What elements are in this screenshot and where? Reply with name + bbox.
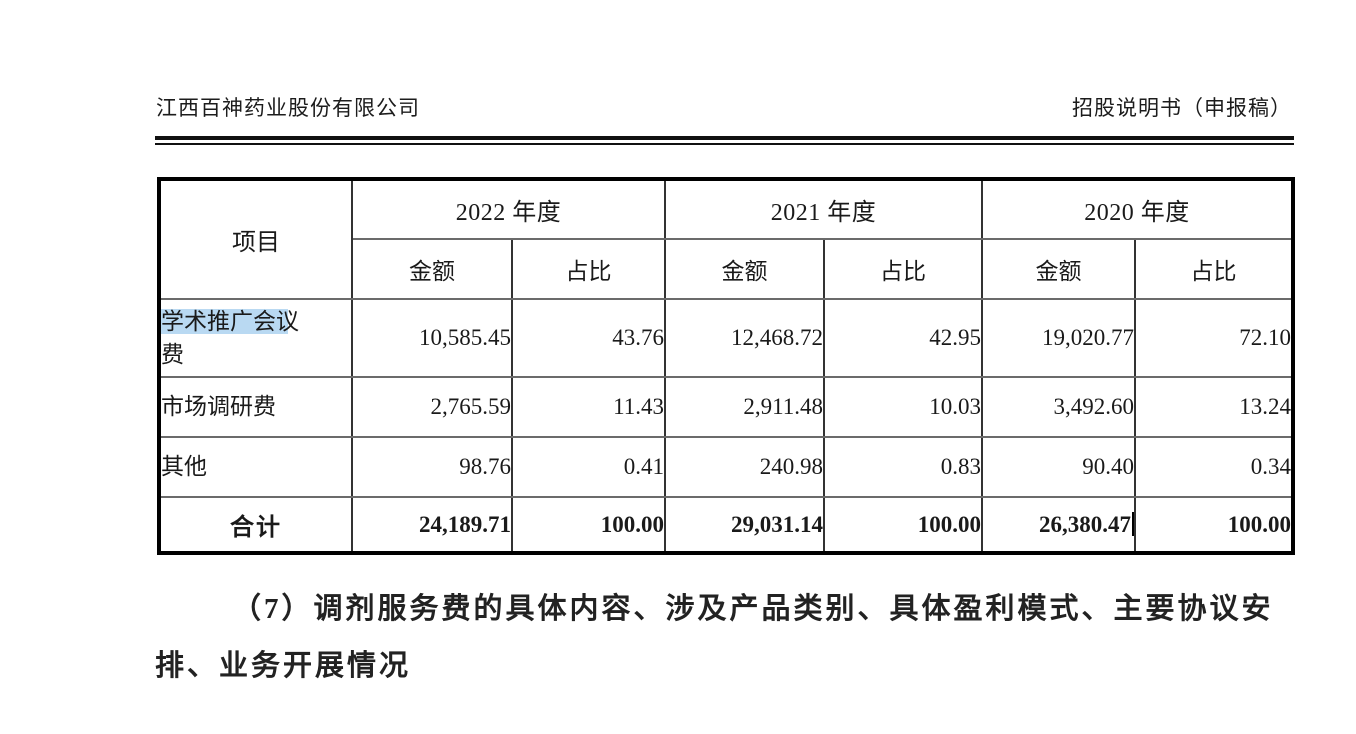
cell-value[interactable]: 11.43 <box>511 376 666 438</box>
cell-value[interactable]: 2,765.59 <box>351 376 513 438</box>
cell-value[interactable]: 100.00 <box>511 496 666 554</box>
sub-header-ratio-2022[interactable]: 占比 <box>511 238 666 300</box>
row-label-total[interactable]: 合计 <box>158 496 353 554</box>
cell-value[interactable]: 29,031.14 <box>664 496 825 554</box>
header-rule <box>155 136 1294 145</box>
sub-header-amount-2020[interactable]: 金额 <box>981 238 1136 300</box>
sub-header-amount-2021[interactable]: 金额 <box>664 238 825 300</box>
col-header-2020[interactable]: 2020 年度 <box>981 178 1294 240</box>
text-cursor <box>1132 511 1133 536</box>
cell-value[interactable]: 12,468.72 <box>664 298 825 378</box>
cell-value[interactable]: 0.34 <box>1134 436 1294 498</box>
cell-value-with-caret[interactable]: 26,380.47 <box>981 496 1136 554</box>
table-row: 其他 98.76 0.41 240.98 0.83 90.40 0.34 <box>158 436 1294 498</box>
cell-value[interactable]: 0.83 <box>823 436 983 498</box>
col-header-2021[interactable]: 2021 年度 <box>664 178 983 240</box>
cell-value[interactable]: 100.00 <box>1134 496 1294 554</box>
cell-value[interactable]: 98.76 <box>351 436 513 498</box>
col-header-2022[interactable]: 2022 年度 <box>351 178 666 240</box>
row-label-other[interactable]: 其他 <box>158 436 353 498</box>
section-heading[interactable]: （7）调剂服务费的具体内容、涉及产品类别、具体盈利模式、主要协议安 排、业务开展… <box>155 581 1305 695</box>
cell-value[interactable]: 0.41 <box>511 436 666 498</box>
table-row: 学术推广会议 费 10,585.45 43.76 12,468.72 42.95… <box>158 298 1294 378</box>
cell-value[interactable]: 240.98 <box>664 436 825 498</box>
table-header-row-sub: 金额 占比 金额 占比 金额 占比 <box>159 238 1294 300</box>
row-label-academic-promotion[interactable]: 学术推广会议 费 <box>158 298 353 378</box>
sub-header-amount-2022[interactable]: 金额 <box>351 238 513 300</box>
cell-value[interactable]: 43.76 <box>511 298 666 378</box>
company-name: 江西百神药业股份有限公司 <box>156 96 420 120</box>
cell-value[interactable]: 19,020.77 <box>981 298 1136 378</box>
row-label-wrap[interactable]: 费 <box>161 342 184 367</box>
cell-value[interactable]: 10,585.45 <box>351 298 513 378</box>
row-label-market-research[interactable]: 市场调研费 <box>158 376 353 438</box>
table-row: 市场调研费 2,765.59 11.43 2,911.48 10.03 3,49… <box>158 376 1294 438</box>
cell-value: 26,380.47 <box>1039 511 1131 537</box>
cell-value[interactable]: 72.10 <box>1134 298 1294 378</box>
heading-line-2: 排、业务开展情况 <box>155 650 412 682</box>
selected-text[interactable]: 学术推广会议 <box>161 308 299 334</box>
expense-table: 项目 2022 年度 2021 年度 2020 年度 金额 占比 金额 占比 金… <box>157 177 1295 555</box>
cell-value[interactable]: 2,911.48 <box>664 376 825 438</box>
col-header-item[interactable]: 项目 <box>158 178 353 300</box>
cell-value[interactable]: 3,492.60 <box>981 376 1136 438</box>
sub-header-ratio-2020[interactable]: 占比 <box>1134 238 1294 300</box>
table-header-row-years: 项目 2022 年度 2021 年度 2020 年度 <box>158 178 1294 300</box>
table-row-total: 合计 24,189.71 100.00 29,031.14 100.00 26,… <box>158 496 1294 554</box>
cell-value[interactable]: 13.24 <box>1134 376 1294 438</box>
running-head: 江西百神药业股份有限公司 招股说明书（申报稿） <box>156 92 1292 122</box>
doc-type: 招股说明书（申报稿） <box>1072 96 1292 120</box>
cell-value[interactable]: 10.03 <box>823 376 983 438</box>
heading-line-1: （7）调剂服务费的具体内容、涉及产品类别、具体盈利模式、主要协议安 <box>232 593 1274 625</box>
cell-value[interactable]: 90.40 <box>981 436 1136 498</box>
cell-value[interactable]: 100.00 <box>823 496 983 554</box>
cell-value[interactable]: 42.95 <box>823 298 983 378</box>
sub-header-ratio-2021[interactable]: 占比 <box>823 238 983 300</box>
cell-value[interactable]: 24,189.71 <box>351 496 513 554</box>
